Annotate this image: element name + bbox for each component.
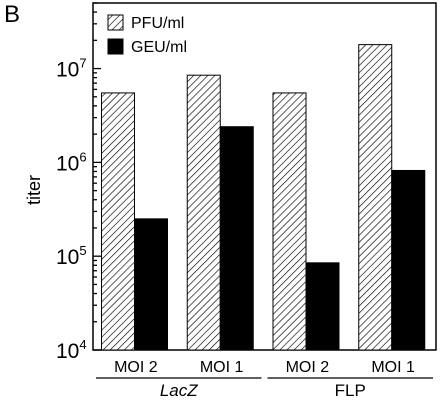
bar-pfu-ml-1 bbox=[186, 74, 221, 351]
panel-label: B bbox=[4, 1, 20, 28]
y-tick-exponent: 5 bbox=[79, 243, 86, 258]
y-tick-base: 10 bbox=[56, 340, 79, 363]
x-tick-label: MOI 2 bbox=[286, 359, 330, 376]
legend-swatch-geu bbox=[107, 38, 124, 55]
bar-pfu-ml-0 bbox=[101, 92, 135, 351]
y-tick-exponent: 7 bbox=[79, 56, 86, 71]
bar-pfu-ml-2 bbox=[272, 92, 307, 351]
bar-geu-ml-0 bbox=[134, 218, 168, 351]
y-tick-label: 106 bbox=[56, 149, 87, 175]
bar-series bbox=[101, 44, 426, 351]
bar-geu-ml-3 bbox=[391, 169, 426, 351]
y-tick-base: 10 bbox=[56, 246, 79, 269]
y-tick-exponent: 6 bbox=[79, 149, 86, 164]
legend-swatch-pfu bbox=[107, 14, 124, 31]
legend: PFU/ml GEU/ml bbox=[107, 14, 187, 56]
x-tick-label: MOI 2 bbox=[114, 359, 158, 376]
y-tick-label: 104 bbox=[56, 337, 87, 363]
legend-label-pfu: PFU/ml bbox=[131, 15, 184, 32]
y-tick-label: 105 bbox=[56, 243, 87, 269]
bar-geu-ml-1 bbox=[219, 126, 254, 351]
group-label: LacZ bbox=[160, 381, 198, 400]
bar-pfu-ml-3 bbox=[358, 44, 393, 351]
legend-label-geu: GEU/ml bbox=[131, 39, 187, 56]
y-axis-label: titer bbox=[24, 175, 44, 205]
group-label: FLP bbox=[335, 381, 366, 400]
x-tick-label: MOI 1 bbox=[200, 359, 244, 376]
y-tick-exponent: 4 bbox=[79, 337, 86, 352]
y-tick-label: 107 bbox=[56, 56, 87, 82]
y-tick-base: 10 bbox=[56, 152, 79, 175]
bar-geu-ml-2 bbox=[305, 262, 340, 351]
y-tick-base: 10 bbox=[56, 59, 79, 82]
x-tick-label: MOI 1 bbox=[371, 359, 415, 376]
